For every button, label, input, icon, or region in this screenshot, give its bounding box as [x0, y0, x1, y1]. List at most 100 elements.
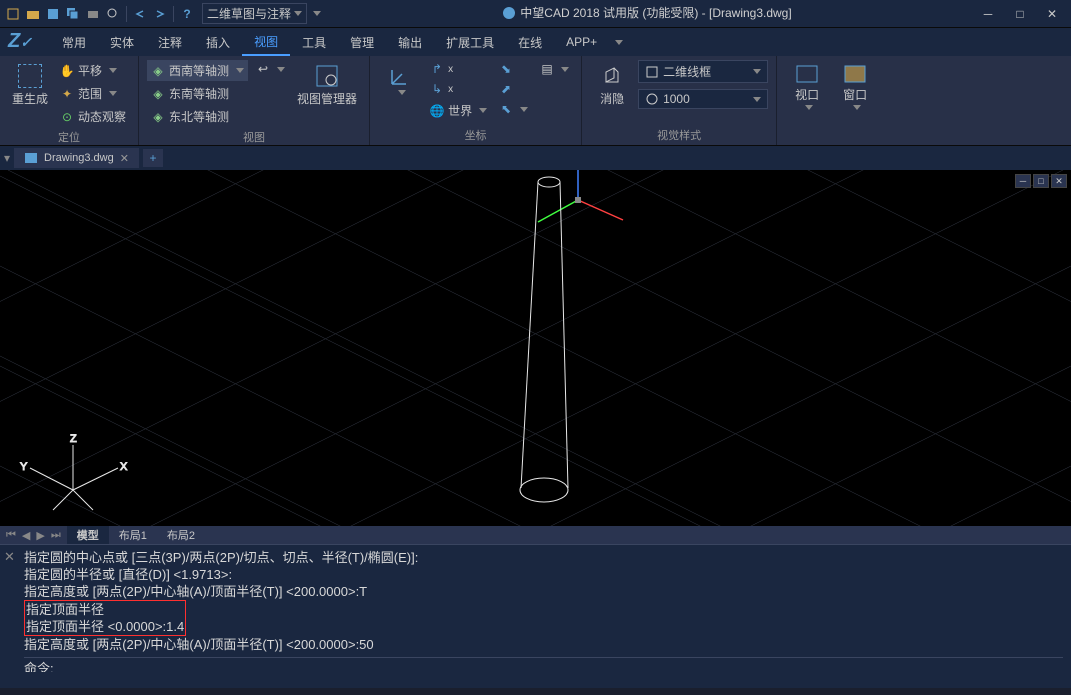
- menu-more-icon[interactable]: [615, 40, 623, 45]
- app-icon: [502, 6, 516, 20]
- panel-locate: 重生成 ✋平移 ✦范围 ⊙动态观察 定位: [0, 56, 139, 145]
- add-tab-button[interactable]: +: [143, 149, 163, 167]
- viewport-controls: ─ □ ✕: [1015, 174, 1067, 188]
- panel-view: ◈西南等轴测 ◈东南等轴测 ◈东北等轴测 ↩ 视图管理器 视图: [139, 56, 370, 145]
- tab-first-button[interactable]: ⏮: [4, 529, 18, 542]
- tab-next-button[interactable]: ▶: [34, 529, 46, 542]
- ucs-opt1-button[interactable]: ⬊: [495, 60, 532, 78]
- panel-viewport: 视口 窗口: [777, 56, 885, 145]
- svg-text:X: X: [120, 461, 128, 473]
- facetres-combo[interactable]: 1000: [638, 89, 768, 109]
- file-tab[interactable]: Drawing3.dwg ✕: [14, 148, 139, 168]
- minimize-button[interactable]: ─: [973, 4, 1003, 24]
- vp-min-button[interactable]: ─: [1015, 174, 1031, 188]
- hide-icon: [600, 64, 624, 88]
- document-tab-bar: ▾ Drawing3.dwg ✕ +: [0, 146, 1071, 170]
- app-logo: Z✓: [8, 30, 48, 54]
- close-tab-button[interactable]: ✕: [120, 152, 129, 165]
- cmd-history-line: 指定圆的中心点或 [三点(3P)/两点(2P)/切点、切点、半径(T)/椭圆(E…: [24, 549, 1063, 566]
- panel-label: 视图: [147, 127, 361, 147]
- tab-prev-button[interactable]: ◀: [20, 529, 32, 542]
- vp-close-button[interactable]: ✕: [1051, 174, 1067, 188]
- preview-icon[interactable]: [104, 5, 122, 23]
- panel-label: 坐标: [378, 125, 573, 145]
- ucs-button[interactable]: [378, 60, 422, 99]
- menu-item-9[interactable]: 在线: [506, 30, 554, 55]
- quick-access-toolbar: ? 二维草图与注释: [4, 3, 321, 24]
- panel-ucs: ↱x ↳x 🌐世界 ⬊ ⬈ ⬉ ▤ 坐标: [370, 56, 582, 145]
- menu-item-4[interactable]: 视图: [242, 29, 290, 56]
- layout2-tab[interactable]: 布局2: [157, 525, 205, 545]
- menu-item-3[interactable]: 插入: [194, 30, 242, 55]
- panel-label: 定位: [8, 127, 130, 147]
- menu-item-1[interactable]: 实体: [98, 30, 146, 55]
- tab-list-icon[interactable]: ▾: [4, 151, 10, 165]
- cmd-close-button[interactable]: ✕: [4, 549, 15, 565]
- menu-item-0[interactable]: 常用: [50, 30, 98, 55]
- new-icon[interactable]: [4, 5, 22, 23]
- menu-item-8[interactable]: 扩展工具: [434, 30, 506, 55]
- orbit-button[interactable]: ⊙动态观察: [56, 106, 130, 127]
- menu-item-5[interactable]: 工具: [290, 30, 338, 55]
- ucs-named-button[interactable]: ▤: [536, 60, 573, 78]
- svg-text:Y: Y: [20, 461, 28, 473]
- menu-bar: 常用实体注释插入视图工具管理输出扩展工具在线APP+: [0, 28, 1071, 56]
- pan-button[interactable]: ✋平移: [56, 60, 130, 81]
- help-icon[interactable]: ?: [178, 5, 196, 23]
- redo-icon[interactable]: [151, 5, 169, 23]
- cmd-history-line: 指定高度或 [两点(2P)/中心轴(A)/顶面半径(T)] <200.0000>…: [24, 636, 1063, 653]
- ucs-opt3-button[interactable]: ⬉: [495, 100, 532, 118]
- save-icon[interactable]: [44, 5, 62, 23]
- window-button[interactable]: 窗口: [833, 60, 877, 114]
- world-button[interactable]: 🌐世界: [426, 100, 491, 121]
- tab-last-button[interactable]: ⏭: [49, 529, 63, 542]
- wireframe-icon: [645, 65, 659, 79]
- open-icon[interactable]: [24, 5, 42, 23]
- ucs-z-button[interactable]: ↱x: [426, 60, 491, 78]
- undo-icon[interactable]: [131, 5, 149, 23]
- app-title: 中望CAD 2018 试用版 (功能受限) - [Drawing3.dwg]: [321, 4, 973, 23]
- qat-more-icon[interactable]: [313, 11, 321, 16]
- plot-icon[interactable]: [84, 5, 102, 23]
- drawing-canvas[interactable]: Z X Y ─ □ ✕: [0, 170, 1071, 526]
- layout1-tab[interactable]: 布局1: [109, 525, 157, 545]
- menu-item-6[interactable]: 管理: [338, 30, 386, 55]
- hide-button[interactable]: 消隐: [590, 60, 634, 111]
- cmd-prompt[interactable]: 命令:: [24, 657, 1063, 672]
- vp-max-button[interactable]: □: [1033, 174, 1049, 188]
- view-manager-icon: [315, 64, 339, 88]
- panel-label: 视觉样式: [590, 125, 768, 145]
- se-iso-button[interactable]: ◈东南等轴测: [147, 83, 248, 104]
- dwg-icon: [24, 151, 38, 165]
- maximize-button[interactable]: □: [1005, 4, 1035, 24]
- ucs-opt2-button[interactable]: ⬈: [495, 80, 532, 98]
- ucs-x-button[interactable]: ↳x: [426, 80, 491, 98]
- ucs-opt-icon: ⬊: [499, 62, 513, 76]
- file-tab-label: Drawing3.dwg: [44, 152, 114, 164]
- ne-iso-button[interactable]: ◈东北等轴测: [147, 106, 248, 127]
- command-line[interactable]: ✕ 指定圆的中心点或 [三点(3P)/两点(2P)/切点、切点、半径(T)/椭圆…: [0, 544, 1071, 672]
- menu-item-2[interactable]: 注释: [146, 30, 194, 55]
- sphere-icon: [645, 92, 659, 106]
- regen-button[interactable]: 重生成: [8, 60, 52, 111]
- menu-item-10[interactable]: APP+: [554, 31, 609, 53]
- close-button[interactable]: ✕: [1037, 4, 1067, 24]
- layout-tab-bar: ⏮ ◀ ▶ ⏭ 模型 布局1 布局2: [0, 526, 1071, 544]
- visual-style-combo[interactable]: 二维线框: [638, 60, 768, 83]
- ribbon: 重生成 ✋平移 ✦范围 ⊙动态观察 定位 ◈西南等轴测 ◈东南等轴测 ◈东北等轴…: [0, 56, 1071, 146]
- cone-object: [520, 177, 568, 502]
- view-prev-button[interactable]: ↩: [252, 60, 289, 78]
- orbit-icon: ⊙: [60, 110, 74, 124]
- sw-iso-button[interactable]: ◈西南等轴测: [147, 60, 248, 81]
- globe-icon: 🌐: [430, 104, 444, 118]
- viewport-icon: [795, 64, 819, 84]
- svg-text:Z: Z: [70, 433, 77, 445]
- view-manager-button[interactable]: 视图管理器: [293, 60, 361, 111]
- saveall-icon[interactable]: [64, 5, 82, 23]
- viewport-button[interactable]: 视口: [785, 60, 829, 114]
- model-tab[interactable]: 模型: [67, 525, 109, 545]
- extent-button[interactable]: ✦范围: [56, 83, 130, 104]
- menu-item-7[interactable]: 输出: [386, 30, 434, 55]
- workspace-combo[interactable]: 二维草图与注释: [202, 3, 307, 24]
- title-bar: ? 二维草图与注释 中望CAD 2018 试用版 (功能受限) - [Drawi…: [0, 0, 1071, 28]
